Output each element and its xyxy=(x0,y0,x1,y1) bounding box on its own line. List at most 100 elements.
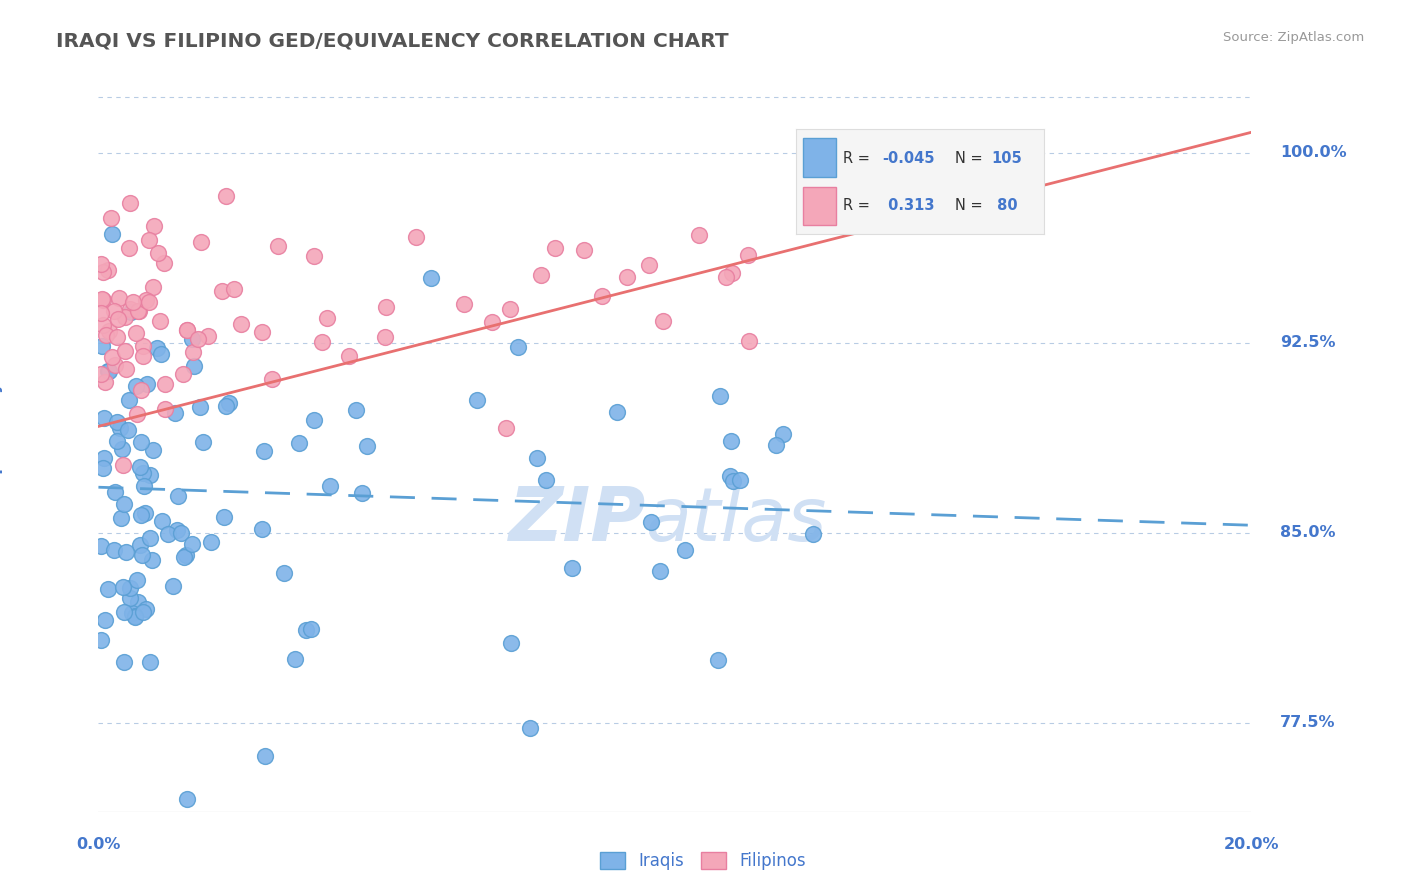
Point xyxy=(652,313,675,327)
Point xyxy=(534,473,557,487)
Point xyxy=(111,442,134,456)
Point xyxy=(172,367,194,381)
Point xyxy=(295,623,318,637)
Point xyxy=(591,289,613,303)
Point xyxy=(131,548,153,562)
Point xyxy=(97,364,120,378)
Point xyxy=(90,367,112,381)
Point xyxy=(163,406,186,420)
Point xyxy=(337,349,360,363)
Point xyxy=(191,435,214,450)
Point xyxy=(97,324,120,338)
Point xyxy=(288,435,311,450)
Point xyxy=(153,401,176,416)
Point xyxy=(120,581,142,595)
Point xyxy=(103,542,125,557)
Text: Source: ZipAtlas.com: Source: ZipAtlas.com xyxy=(1223,31,1364,45)
Text: N =: N = xyxy=(955,151,983,166)
Point xyxy=(561,560,583,574)
Point xyxy=(319,479,342,493)
Point xyxy=(132,349,155,363)
Text: GED/Equivalency: GED/Equivalency xyxy=(0,381,3,533)
Point xyxy=(131,434,153,449)
Point xyxy=(138,295,160,310)
Point xyxy=(115,362,138,376)
Point xyxy=(352,486,374,500)
Point xyxy=(215,189,238,203)
Point xyxy=(150,515,173,529)
Point xyxy=(737,247,759,261)
Point xyxy=(197,329,219,343)
Point xyxy=(112,497,135,511)
Point xyxy=(135,377,157,392)
Point xyxy=(506,341,529,355)
Point xyxy=(188,401,211,415)
Point xyxy=(650,564,672,578)
Point xyxy=(640,516,662,530)
Point xyxy=(167,489,190,503)
Point xyxy=(97,582,120,597)
Text: atlas: atlas xyxy=(647,484,828,557)
Point xyxy=(495,421,517,435)
Point xyxy=(124,610,146,624)
Point xyxy=(214,510,236,524)
Point xyxy=(94,613,117,627)
Point xyxy=(181,536,204,550)
Text: N =: N = xyxy=(955,198,983,213)
Point xyxy=(405,229,427,244)
Bar xyxy=(803,138,835,178)
Point xyxy=(129,459,152,474)
Point xyxy=(721,474,744,488)
Point xyxy=(176,792,198,806)
Point xyxy=(176,549,198,563)
Point xyxy=(253,748,276,763)
Point xyxy=(419,271,441,285)
Point xyxy=(124,609,146,624)
Point xyxy=(224,282,246,296)
Point xyxy=(302,412,325,426)
Point xyxy=(110,510,132,524)
Point xyxy=(304,249,326,263)
Point xyxy=(149,314,172,328)
Point xyxy=(299,623,322,637)
Point xyxy=(114,544,136,558)
Point xyxy=(311,334,333,349)
Point xyxy=(114,344,136,359)
Text: 77.5%: 77.5% xyxy=(1281,715,1336,731)
Point xyxy=(714,270,737,285)
Point xyxy=(720,468,742,483)
Point xyxy=(107,312,129,326)
Text: -0.045: -0.045 xyxy=(883,151,935,166)
Point xyxy=(121,606,143,620)
Point xyxy=(90,306,112,320)
Point xyxy=(166,523,188,537)
Point xyxy=(125,379,148,393)
Point xyxy=(544,241,567,255)
Point xyxy=(132,466,155,480)
Point xyxy=(155,377,177,392)
Point xyxy=(118,241,141,255)
Point xyxy=(253,443,276,458)
Point xyxy=(260,372,283,386)
Point xyxy=(97,262,120,277)
Point xyxy=(104,484,127,499)
Point xyxy=(112,605,135,619)
Point xyxy=(344,403,367,417)
Point xyxy=(152,256,174,270)
Point xyxy=(530,268,553,282)
Point xyxy=(176,323,198,337)
Point xyxy=(229,317,252,331)
Point xyxy=(129,508,152,522)
Point xyxy=(108,421,131,435)
Point xyxy=(134,506,156,520)
Point xyxy=(519,721,541,735)
Point xyxy=(94,375,117,389)
Point xyxy=(211,284,233,298)
Point xyxy=(93,411,115,425)
Point xyxy=(801,527,824,541)
Text: 92.5%: 92.5% xyxy=(1281,335,1336,351)
Point xyxy=(105,415,128,429)
Point xyxy=(616,270,638,285)
Point xyxy=(122,294,145,309)
Text: 0.313: 0.313 xyxy=(883,198,934,213)
